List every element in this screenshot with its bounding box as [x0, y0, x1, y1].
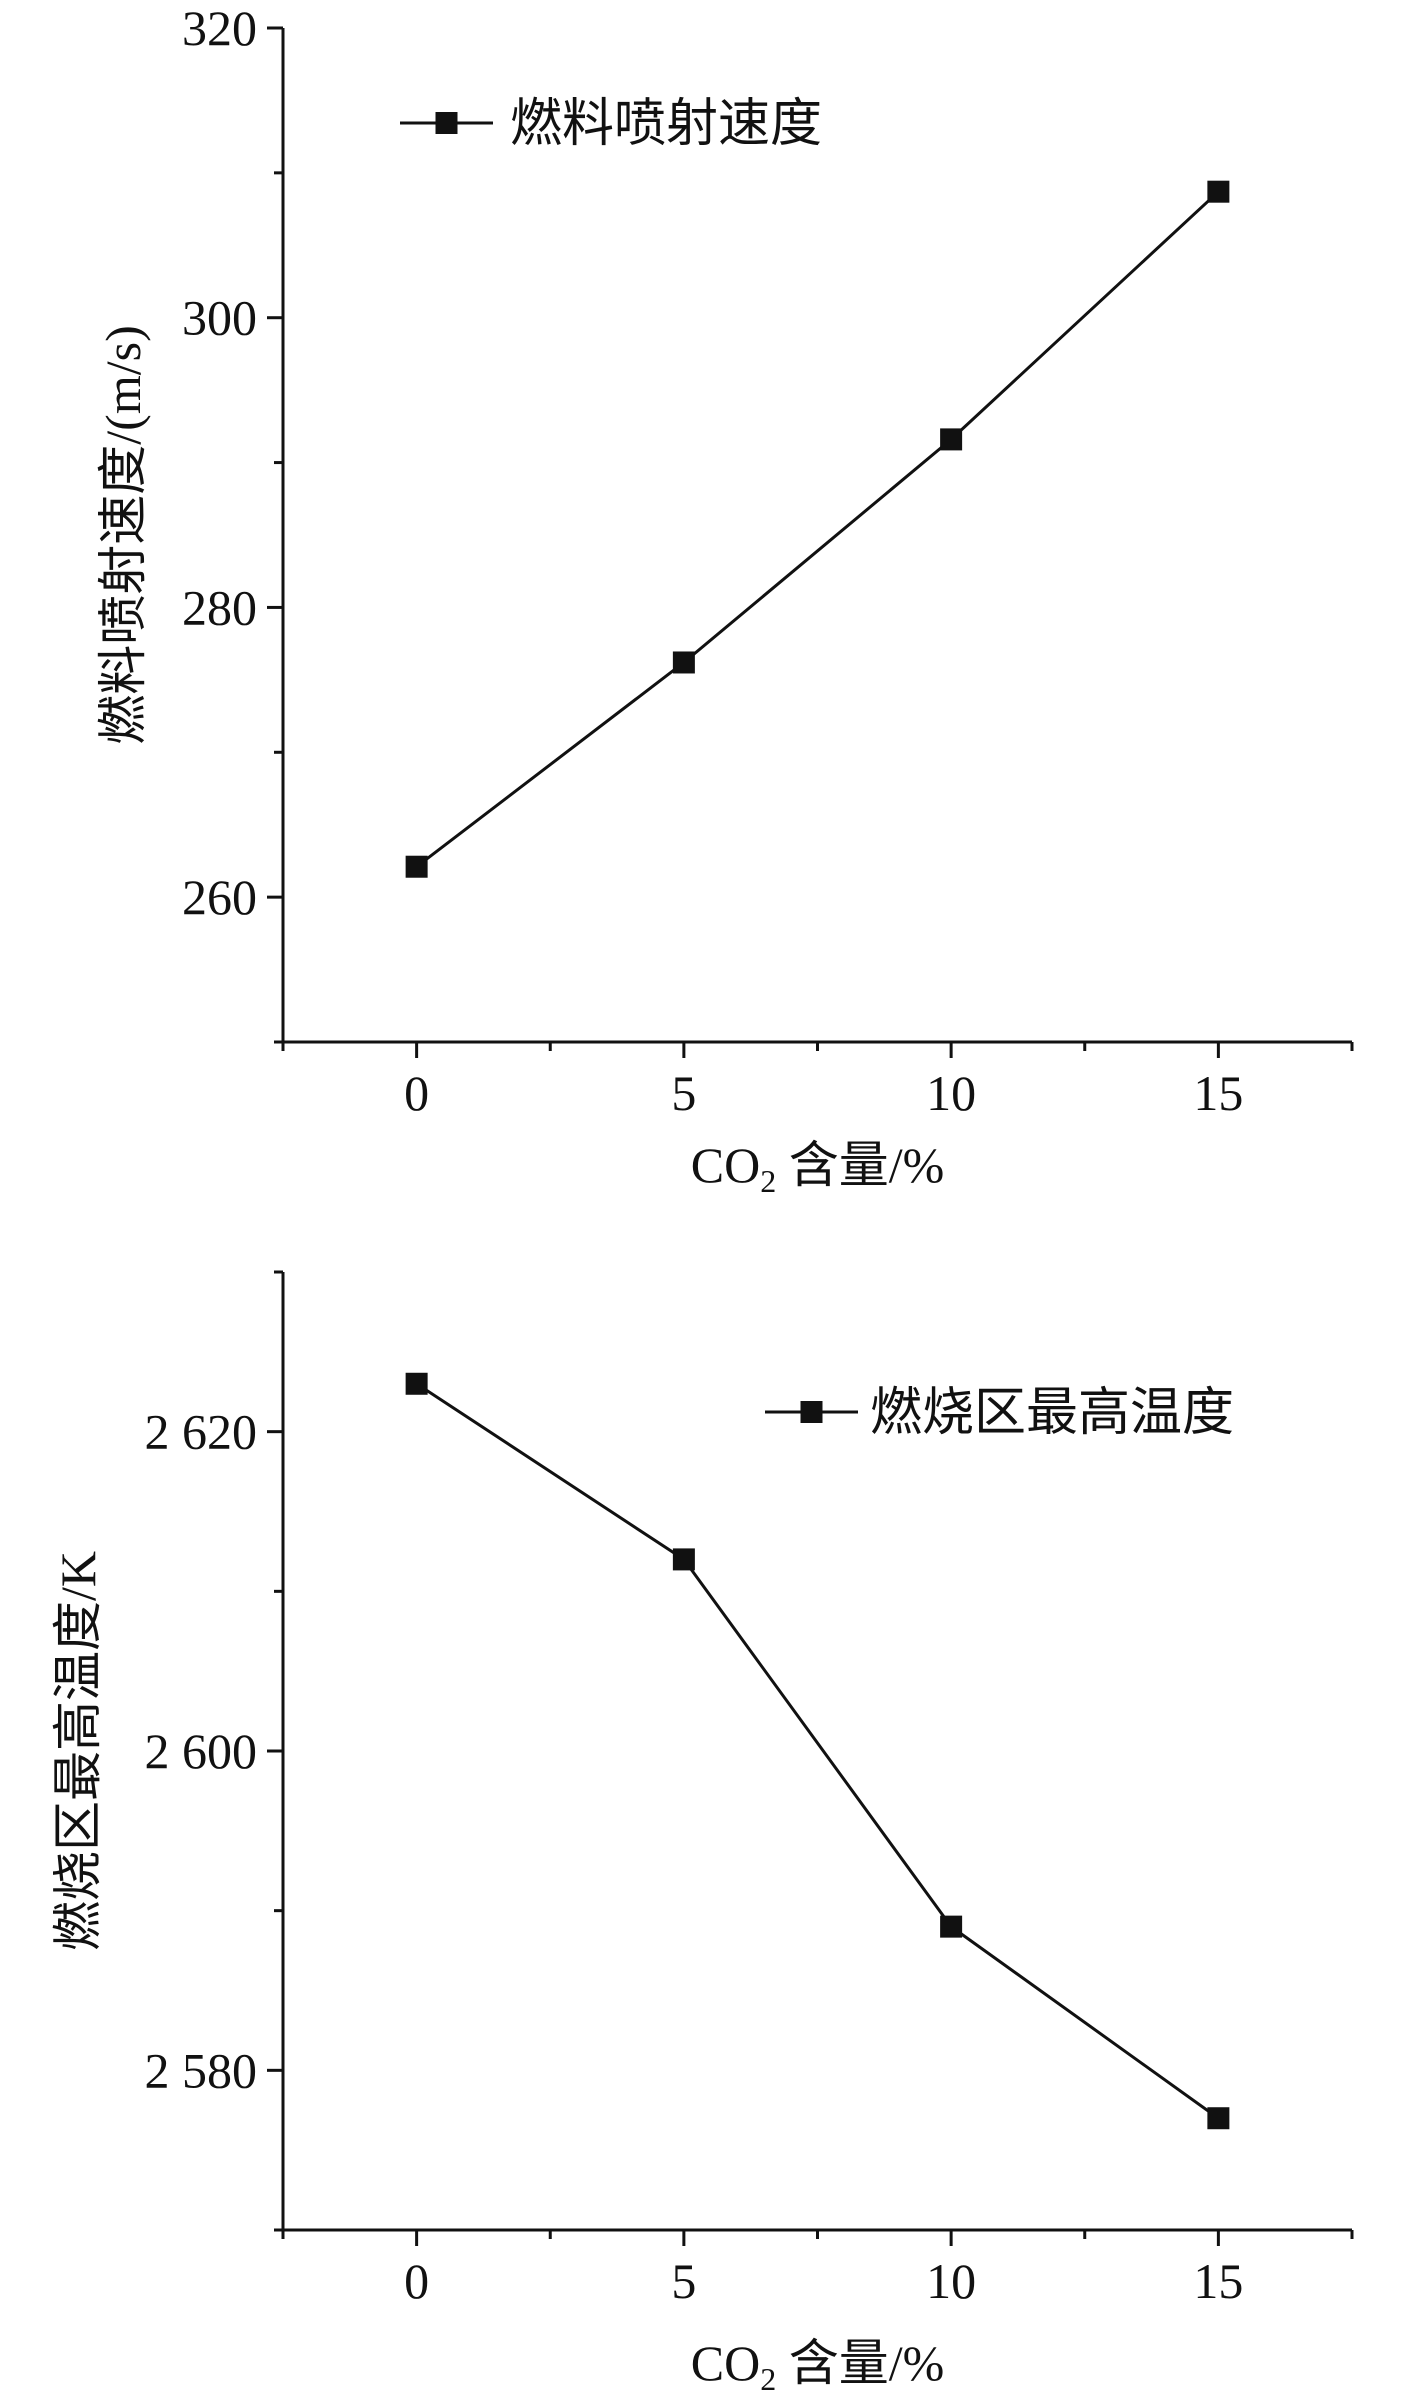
data-point-marker	[405, 855, 428, 878]
data-point-marker	[1207, 2107, 1230, 2130]
data-point-marker	[1207, 180, 1230, 203]
y-tick-label: 260	[182, 869, 257, 925]
y-tick-label: 2 620	[145, 1404, 258, 1460]
legend-marker	[800, 1401, 823, 1423]
y-tick-label: 280	[182, 579, 257, 635]
data-point-marker	[940, 1915, 963, 1938]
legend-label: 燃料喷射速度	[510, 96, 822, 153]
data-point-marker	[940, 428, 963, 451]
legend-marker	[435, 112, 458, 134]
data-point-marker	[672, 651, 695, 674]
y-axis-title: 燃烧区最高温度/K	[50, 1551, 106, 1951]
x-axis-title: CO2 含量/%	[691, 1137, 945, 1199]
x-tick-label: 10	[926, 2253, 976, 2309]
x-tick-label: 0	[404, 1065, 429, 1121]
y-tick-label: 300	[182, 290, 257, 346]
chart-panel-max-temperature: 2 580 2 600 2 620 0 5 10 15 CO2 含量/% 燃烧区最高温度/K 燃烧…	[50, 1270, 1354, 2397]
x-axis-title: CO2 含量/%	[691, 2335, 945, 2397]
data-point-marker	[672, 1548, 695, 1571]
series-line	[415, 1382, 1220, 2120]
legend-label: 燃烧区最高温度	[870, 1385, 1234, 1442]
x-tick-label: 15	[1193, 1065, 1243, 1121]
y-tick-label: 320	[182, 0, 257, 56]
y-axis-title: 燃料喷射速度/(m/s)	[95, 325, 151, 744]
x-tick-label: 0	[404, 2253, 429, 2309]
x-tick-label: 10	[926, 1065, 976, 1121]
data-point-marker	[405, 1372, 428, 1395]
x-tick-label: 5	[671, 1065, 696, 1121]
x-tick-label: 5	[671, 2253, 696, 2309]
series-line	[415, 190, 1220, 868]
y-tick-label: 2 600	[145, 1723, 258, 1779]
x-tick-label: 15	[1193, 2253, 1243, 2309]
chart-panel-injection-velocity: 260 280 300 320 0 5 10 15 CO2 含量/% 燃料喷射速度/(m/s) 燃料…	[95, 0, 1354, 1199]
y-tick-label: 2 580	[145, 2042, 258, 2098]
